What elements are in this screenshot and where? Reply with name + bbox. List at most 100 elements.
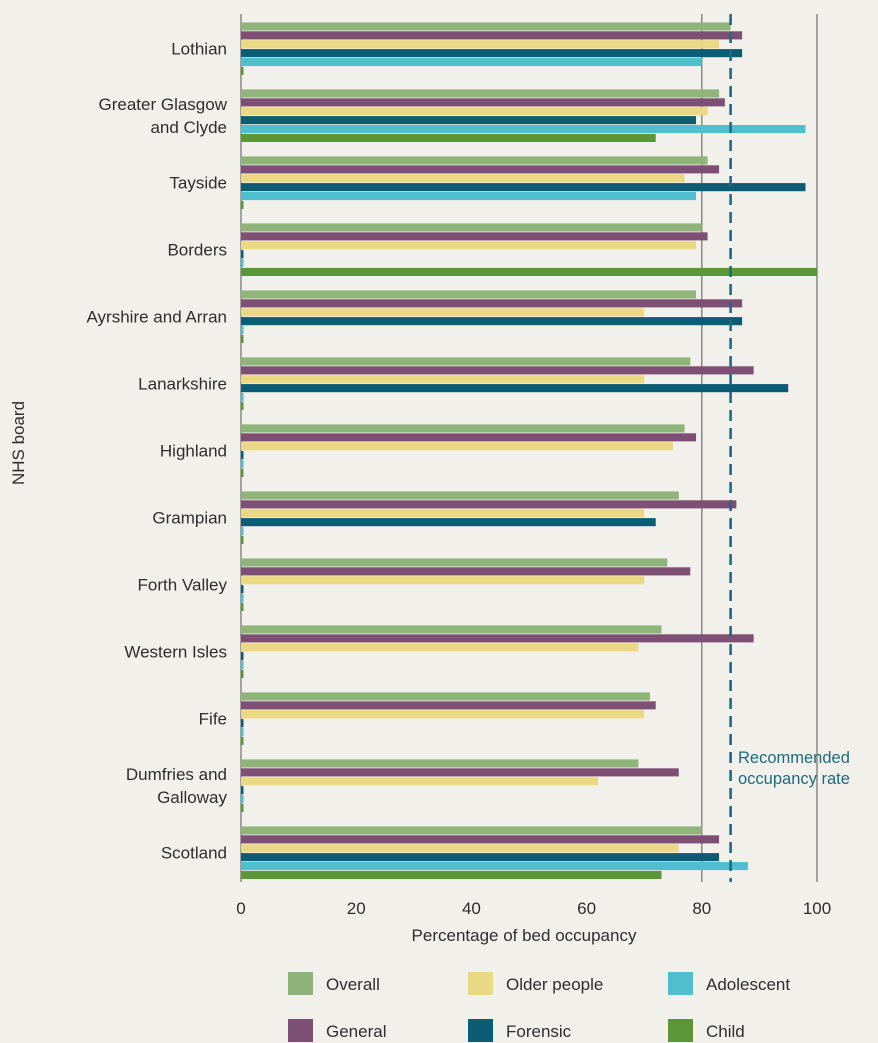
legend-item-overall: Overall xyxy=(288,972,380,995)
bar-child-9 xyxy=(241,669,244,678)
category-label-line: Scotland xyxy=(161,844,227,863)
x-tick-label: 20 xyxy=(347,899,366,918)
legend-swatch xyxy=(668,972,693,995)
bar-forensic-2 xyxy=(241,183,806,192)
bar-adolescent-4 xyxy=(241,326,244,335)
bar-child-1 xyxy=(241,133,656,142)
legend-swatch xyxy=(288,972,313,995)
reference-line-group: Recommended occupancy rate xyxy=(729,14,850,882)
category-label: Fife xyxy=(199,710,227,729)
bar-adolescent-0 xyxy=(241,58,702,67)
bar-adolescent-6 xyxy=(241,460,244,469)
bar-general-2 xyxy=(241,165,720,174)
bar-child-4 xyxy=(241,334,244,343)
bar-older-people-1 xyxy=(241,107,708,116)
bar-older-people-9 xyxy=(241,643,639,652)
bar-overall-0 xyxy=(241,22,731,31)
bar-older-people-0 xyxy=(241,40,720,49)
bar-child-10 xyxy=(241,736,244,745)
bars xyxy=(241,22,817,879)
recommended-occupancy-label-line: Recommended xyxy=(738,749,850,767)
bar-older-people-12 xyxy=(241,844,679,853)
bar-child-3 xyxy=(241,267,817,276)
bar-general-9 xyxy=(241,634,754,643)
category-label-line: Lothian xyxy=(171,40,227,59)
bar-forensic-4 xyxy=(241,317,743,326)
x-tick-labels: 0 20 40 60 80 100 xyxy=(236,899,831,918)
category-label: Western Isles xyxy=(124,643,227,662)
category-label-line: Forth Valley xyxy=(138,576,228,595)
bar-overall-12 xyxy=(241,826,702,835)
bar-general-1 xyxy=(241,98,725,107)
bar-forensic-5 xyxy=(241,384,789,393)
bar-forensic-12 xyxy=(241,853,720,862)
bar-general-0 xyxy=(241,31,743,40)
bar-general-11 xyxy=(241,768,679,777)
category-label: Lanarkshire xyxy=(138,375,227,394)
bar-forensic-0 xyxy=(241,49,743,58)
bar-older-people-8 xyxy=(241,576,645,585)
bar-adolescent-2 xyxy=(241,192,697,201)
bar-forensic-9 xyxy=(241,652,244,661)
bar-general-3 xyxy=(241,232,708,241)
bar-overall-1 xyxy=(241,89,720,98)
bar-adolescent-5 xyxy=(241,393,244,402)
category-label: Ayrshire and Arran xyxy=(87,308,227,327)
legend-label: Overall xyxy=(326,975,380,994)
x-tick-label: 80 xyxy=(692,899,711,918)
bar-older-people-5 xyxy=(241,375,645,384)
bar-child-7 xyxy=(241,535,244,544)
bar-child-0 xyxy=(241,66,244,75)
bar-general-5 xyxy=(241,366,754,375)
bar-general-7 xyxy=(241,500,737,509)
recommended-occupancy-label-line: occupancy rate xyxy=(738,770,850,788)
bar-older-people-6 xyxy=(241,442,673,451)
x-axis-title: Percentage of bed occupancy xyxy=(412,926,637,945)
bar-older-people-3 xyxy=(241,241,697,250)
category-label: Greater Glasgow and Clyde xyxy=(99,95,228,137)
category-label-line: Greater Glasgow xyxy=(99,95,228,114)
legend-swatch xyxy=(468,972,493,995)
bar-general-10 xyxy=(241,701,656,710)
category-label-line: Highland xyxy=(160,442,227,461)
legend-item-forensic: Forensic xyxy=(468,1019,572,1042)
bar-general-8 xyxy=(241,567,691,576)
bar-adolescent-3 xyxy=(241,259,244,268)
bar-overall-10 xyxy=(241,692,650,701)
legend-item-general: General xyxy=(288,1019,386,1042)
x-tick-label: 60 xyxy=(577,899,596,918)
bar-older-people-10 xyxy=(241,710,645,719)
category-label-line: and Clyde xyxy=(150,118,227,137)
category-label: Highland xyxy=(160,442,227,461)
legend-label: General xyxy=(326,1022,386,1041)
category-label: Borders xyxy=(167,241,227,260)
bar-child-12 xyxy=(241,870,662,879)
legend-item-older-people: Older people xyxy=(468,972,603,995)
legend-label: Adolescent xyxy=(706,975,790,994)
legend-item-child: Child xyxy=(668,1019,745,1042)
category-label: Grampian xyxy=(152,509,227,528)
x-tick-label: 40 xyxy=(462,899,481,918)
bar-adolescent-9 xyxy=(241,661,244,670)
bar-overall-5 xyxy=(241,357,691,366)
category-label-line: Tayside xyxy=(169,174,227,193)
legend-label: Older people xyxy=(506,975,603,994)
category-label-line: Western Isles xyxy=(124,643,227,662)
bar-forensic-3 xyxy=(241,250,244,259)
bar-overall-8 xyxy=(241,558,668,567)
bar-forensic-7 xyxy=(241,518,656,527)
recommended-occupancy-label: Recommended occupancy rate xyxy=(738,749,850,788)
bar-child-11 xyxy=(241,803,244,812)
bar-overall-2 xyxy=(241,156,708,165)
bar-older-people-7 xyxy=(241,509,645,518)
bar-overall-9 xyxy=(241,625,662,634)
category-label: Lothian xyxy=(171,40,227,59)
bar-adolescent-10 xyxy=(241,728,244,737)
category-label-line: Fife xyxy=(199,710,227,729)
bar-child-6 xyxy=(241,468,244,477)
category-label-line: Ayrshire and Arran xyxy=(87,308,227,327)
bar-overall-7 xyxy=(241,491,679,500)
category-label: Tayside xyxy=(169,174,227,193)
bar-adolescent-11 xyxy=(241,795,244,804)
